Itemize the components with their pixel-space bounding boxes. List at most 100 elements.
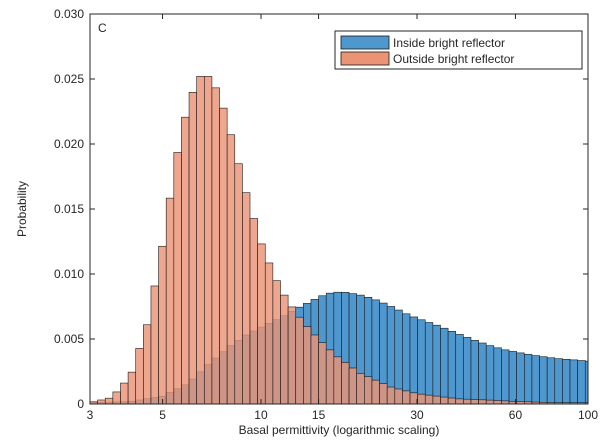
- bar-outside: [463, 398, 472, 405]
- y-axis: 0 0.005 0.010 0.015 0.020 0.025 0.030: [54, 7, 588, 411]
- bar-outside: [158, 245, 167, 405]
- bar-inside: [478, 342, 487, 405]
- bar-outside: [203, 76, 213, 405]
- bar-outside: [348, 367, 357, 405]
- bar-outside: [181, 116, 190, 405]
- y-tick-label: 0.005: [54, 332, 84, 346]
- bar-inside: [523, 353, 533, 405]
- bar-inside: [432, 324, 441, 405]
- bar-outside: [188, 91, 197, 405]
- legend: Inside bright reflector Outside bright r…: [334, 30, 583, 70]
- bar-inside: [402, 313, 411, 405]
- y-tick-label: 0.010: [54, 267, 84, 281]
- legend-swatch-inside: [340, 35, 390, 50]
- bar-inside: [539, 356, 548, 405]
- bar-outside: [211, 87, 220, 405]
- bar-outside: [493, 400, 502, 405]
- y-tick-label: 0.015: [54, 202, 84, 216]
- bar-outside: [264, 262, 274, 405]
- bar-inside: [424, 322, 434, 405]
- bar-outside: [402, 390, 411, 405]
- bar-outside: [379, 383, 388, 405]
- bar-outside: [287, 306, 297, 405]
- bar-inside: [493, 347, 502, 405]
- bar-outside: [234, 163, 243, 405]
- bar-inside: [546, 357, 556, 405]
- bar-outside: [417, 393, 426, 405]
- bar-outside: [409, 392, 418, 405]
- bar-outside: [371, 379, 380, 405]
- x-tick-label: 100: [578, 408, 598, 422]
- bar-outside: [333, 356, 342, 405]
- legend-swatch-outside: [340, 51, 390, 66]
- bar-outside: [325, 349, 335, 405]
- y-axis-title: Probability: [15, 181, 29, 237]
- bar-outside: [447, 397, 457, 405]
- bar-outside: [150, 285, 159, 405]
- bar-outside: [219, 107, 228, 405]
- bar-inside: [463, 337, 472, 405]
- x-tick-label: 5: [159, 408, 166, 422]
- x-tick-label: 30: [410, 408, 424, 422]
- bar-outside: [310, 334, 319, 405]
- bar-inside: [531, 355, 540, 405]
- bar-outside: [120, 382, 129, 405]
- bar-outside: [363, 376, 373, 405]
- panel-label: C: [98, 21, 107, 35]
- series-outside-bright-reflector: [89, 76, 589, 405]
- bar-outside: [455, 398, 464, 405]
- bar-outside: [97, 399, 106, 405]
- bar-outside: [112, 391, 121, 405]
- bar-outside: [303, 326, 312, 405]
- bar-inside: [577, 360, 586, 405]
- x-axis: 3 5 10 15 30 60 100: [87, 14, 598, 422]
- bar-outside: [165, 197, 175, 405]
- bar-outside: [272, 280, 281, 405]
- x-tick-label: 60: [509, 408, 523, 422]
- bar-outside: [127, 371, 137, 405]
- bar-inside: [409, 316, 418, 405]
- y-tick-label: 0.025: [54, 72, 84, 86]
- bar-outside: [478, 399, 487, 405]
- bar-inside: [562, 358, 571, 405]
- bar-inside: [569, 359, 578, 405]
- x-axis-title: Basal permittivity (logarithmic scaling): [239, 423, 440, 437]
- bar-outside: [485, 399, 495, 405]
- bar-outside: [440, 396, 449, 405]
- bar-outside: [257, 243, 266, 405]
- bar-outside: [318, 342, 327, 405]
- y-tick-label: 0.030: [54, 7, 84, 21]
- bar-outside: [104, 397, 114, 405]
- legend-label-inside: Inside bright reflector: [393, 36, 505, 50]
- bar-outside: [143, 324, 152, 405]
- bar-outside: [249, 218, 258, 405]
- bar-outside: [470, 399, 479, 405]
- x-tick-label: 10: [254, 408, 268, 422]
- bar-outside: [386, 386, 396, 405]
- bar-inside: [516, 352, 525, 405]
- bar-outside: [173, 152, 182, 405]
- legend-label-outside: Outside bright reflector: [393, 52, 514, 66]
- bar-outside: [242, 192, 251, 405]
- bar-outside: [135, 348, 144, 405]
- bar-inside: [417, 319, 426, 405]
- y-tick-label: 0.020: [54, 137, 84, 151]
- x-tick-label: 3: [87, 408, 94, 422]
- bar-inside: [501, 349, 510, 405]
- bar-inside: [470, 340, 479, 405]
- bar-inside: [554, 358, 563, 405]
- bar-inside: [508, 351, 517, 405]
- bar-inside: [440, 327, 449, 405]
- bar-outside: [394, 388, 403, 405]
- bar-outside: [280, 294, 289, 405]
- bar-outside: [196, 76, 205, 405]
- bar-outside: [226, 134, 236, 405]
- y-tick-label: 0: [77, 397, 84, 411]
- bar-outside: [424, 394, 434, 405]
- bar-inside: [447, 331, 457, 405]
- bar-outside: [295, 316, 304, 405]
- bar-inside: [485, 345, 495, 405]
- bar-inside: [455, 334, 464, 405]
